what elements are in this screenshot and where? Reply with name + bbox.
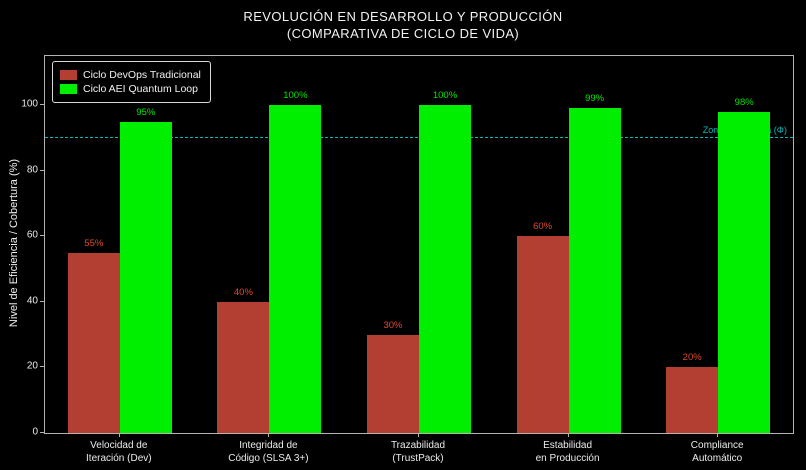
bar-value-label: 100% <box>283 90 308 102</box>
y-tick-label: 40 <box>26 295 38 307</box>
x-tick-label: Trazabilidad (TrustPack) <box>390 440 446 464</box>
bar-value-label: 30% <box>383 319 403 331</box>
bar-devops-tradicional <box>67 252 120 433</box>
bar-value-label: 60% <box>533 221 553 233</box>
bar-aei-quantum-loop <box>419 105 471 433</box>
y-tick-label: 20 <box>26 360 38 372</box>
bar-value-label: 20% <box>682 352 702 364</box>
legend-item-label: Ciclo DevOps Tradicional <box>83 69 201 81</box>
bar-devops-tradicional <box>516 236 569 433</box>
bar-devops-tradicional <box>367 334 419 433</box>
bar-value-label: 55% <box>84 237 104 249</box>
bar-aei-quantum-loop <box>269 105 322 433</box>
x-tick-label: Compliance Automático <box>690 440 744 464</box>
x-tick-label: Velocidad de Iteración (Dev) <box>86 440 152 464</box>
bar-aei-quantum-loop <box>568 108 621 433</box>
bar-value-label: 100% <box>432 90 458 102</box>
y-tick-label: 80 <box>26 164 38 176</box>
bar-value-label: 98% <box>734 96 754 108</box>
x-tick-label: Integridad de Código (SLSA 3+) <box>228 440 309 464</box>
y-tick-label: 100 <box>21 98 38 110</box>
bar-value-label: 99% <box>585 93 605 105</box>
bar-aei-quantum-loop <box>119 121 172 433</box>
y-tick-label: 0 <box>32 426 38 438</box>
legend-swatch <box>60 84 77 94</box>
bar-aei-quantum-loop <box>718 111 771 433</box>
legend-item-label: Ciclo AEI Quantum Loop <box>83 83 198 95</box>
x-tick-label: Estabilidad en Producción <box>535 440 600 464</box>
legend: Ciclo DevOps Tradicional Ciclo AEI Quantu… <box>52 61 211 103</box>
bar-devops-tradicional <box>217 301 270 433</box>
bar-devops-tradicional <box>666 367 719 433</box>
chart-title: REVOLUCIÓN EN DESARROLLO Y PRODUCCIÓN (C… <box>0 8 806 42</box>
legend-item: Ciclo DevOps Tradicional <box>60 69 201 81</box>
x-axis-labels: Velocidad de Iteración (Dev) Integridad d… <box>44 440 792 470</box>
bar-value-label: 95% <box>136 106 156 118</box>
legend-item: Ciclo AEI Quantum Loop <box>60 83 201 95</box>
chart-title-line1: REVOLUCIÓN EN DESARROLLO Y PRODUCCIÓN <box>243 9 563 24</box>
plot-area: Zona Superfluida (Φ)55%95%40%100%30%100%… <box>44 55 794 434</box>
legend-swatch <box>60 70 77 80</box>
y-axis-label: Nivel de Eficiencia / Cobertura (%) <box>8 158 20 328</box>
bar-value-label: 40% <box>233 286 253 298</box>
chart-title-line2: (COMPARATIVA DE CICLO DE VIDA) <box>286 26 520 41</box>
y-tick-label: 60 <box>26 229 38 241</box>
